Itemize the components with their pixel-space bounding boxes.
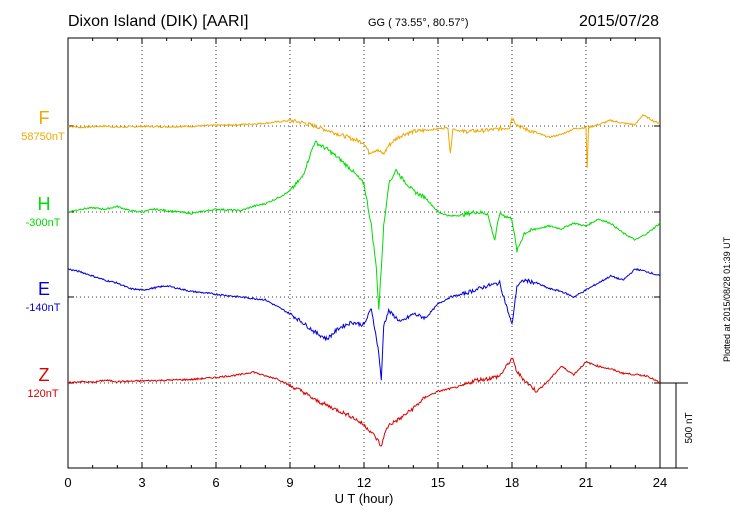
x-tick-label: 0 — [64, 475, 71, 490]
series-line-e — [67, 267, 661, 381]
channel-baseline-e: -140nT — [25, 302, 61, 314]
series-line-z — [67, 357, 661, 447]
x-tick-label: 12 — [357, 475, 371, 490]
x-tick-label: 24 — [653, 475, 667, 490]
x-tick-label: 18 — [505, 475, 519, 490]
channel-label-z: Z — [38, 365, 50, 385]
scale-bar-label: 500 nT — [684, 412, 695, 443]
series-line-f — [68, 114, 661, 168]
x-tick-label: 6 — [212, 475, 219, 490]
x-axis-label: U T (hour) — [335, 491, 394, 506]
x-tick-label: 3 — [138, 475, 145, 490]
channel-baseline-f: 58750nT — [21, 131, 65, 143]
station-title: Dixon Island (DIK) [AARI] — [68, 13, 249, 30]
plotted-timestamp: Plotted at 2015/08/28 01:39 UT — [722, 236, 730, 362]
x-tick-label: 9 — [286, 475, 293, 490]
channel-label-h: H — [37, 194, 51, 214]
channel-label-f: F — [38, 108, 50, 128]
plot-date: 2015/07/28 — [579, 13, 660, 30]
channel-baseline-h: -300nT — [25, 217, 61, 229]
geographic-coordinates: GG ( 73.55°, 80.57°) — [368, 17, 469, 29]
channel-baseline-z: 120nT — [27, 388, 59, 400]
channel-label-e: E — [37, 279, 50, 299]
x-tick-label: 21 — [579, 475, 593, 490]
x-tick-label: 15 — [431, 475, 445, 490]
series-line-h — [67, 140, 661, 310]
